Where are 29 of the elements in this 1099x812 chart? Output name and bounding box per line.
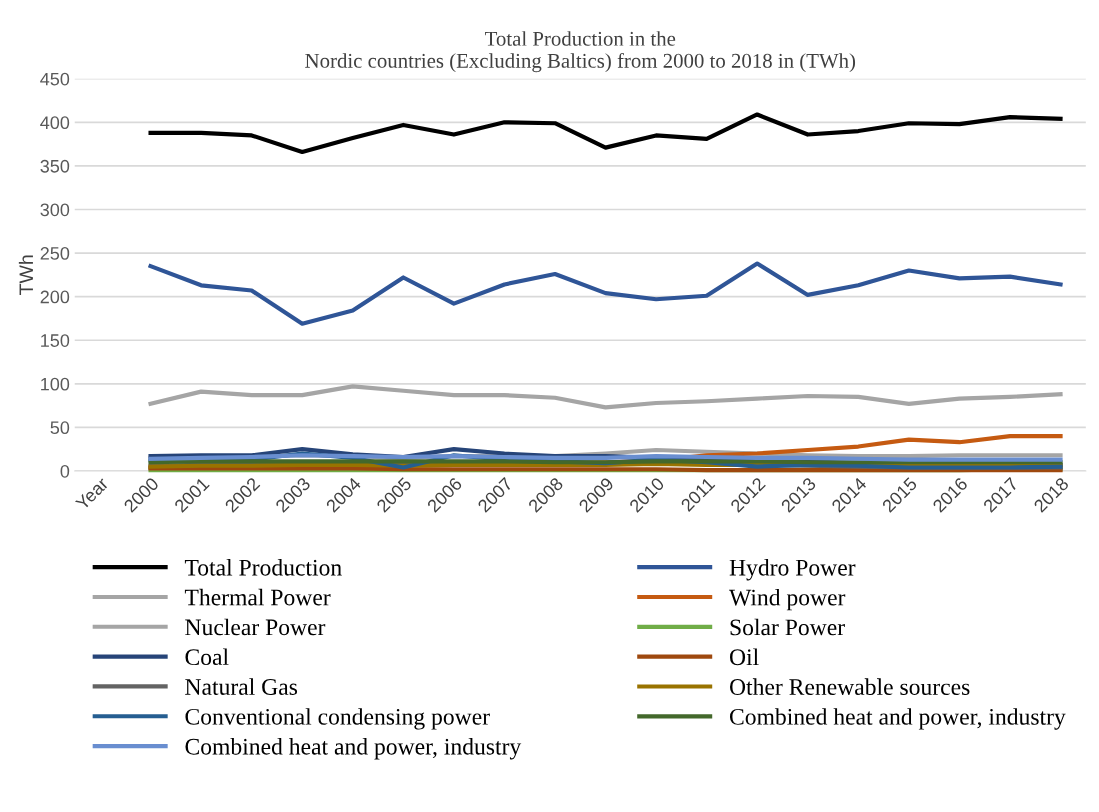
y-tick-label: 200	[40, 290, 70, 304]
y-tick-label: 150	[41, 334, 70, 347]
legend-label: Coal	[185, 648, 229, 666]
legend-label: Wind power	[729, 588, 846, 611]
y-tick-label: 300	[40, 203, 70, 217]
legend-label: Solar Power	[730, 618, 845, 636]
y-axis-title: TWh	[18, 255, 33, 295]
legend-label: Nuclear Power	[185, 618, 326, 636]
legend-label: Other Renewable sources	[729, 678, 970, 695]
legend-label: Total Production	[184, 559, 342, 576]
y-tick-label: 50	[50, 421, 70, 435]
line-series	[148, 261, 1063, 326]
y-tick-label: 400	[40, 116, 70, 130]
y-tick-label: 350	[40, 159, 70, 173]
legend-label: Thermal Power	[184, 588, 331, 606]
legend-label: Combined heat and power, industry	[185, 738, 522, 760]
line-series	[148, 384, 1063, 410]
y-tick-label: 450	[40, 72, 70, 86]
chart-title: Total Production in the Nordic countries (Excluding Baltics) from 2000 to 2018 in (TWh)	[305, 31, 856, 73]
y-tick-label: 250	[40, 247, 70, 260]
y-tick-label: 0	[60, 464, 70, 478]
y-tick-label: 100	[41, 377, 70, 391]
legend-label: Conventional condensing power	[185, 708, 490, 730]
legend-label: Combined heat and power, industry	[729, 708, 1066, 730]
legend-label: Hydro Power	[729, 559, 856, 581]
legend-label: Natural Gas	[185, 678, 298, 695]
line-series	[148, 112, 1063, 155]
legend-label: Oil	[729, 648, 759, 666]
x-tick-label: Year	[74, 476, 110, 511]
